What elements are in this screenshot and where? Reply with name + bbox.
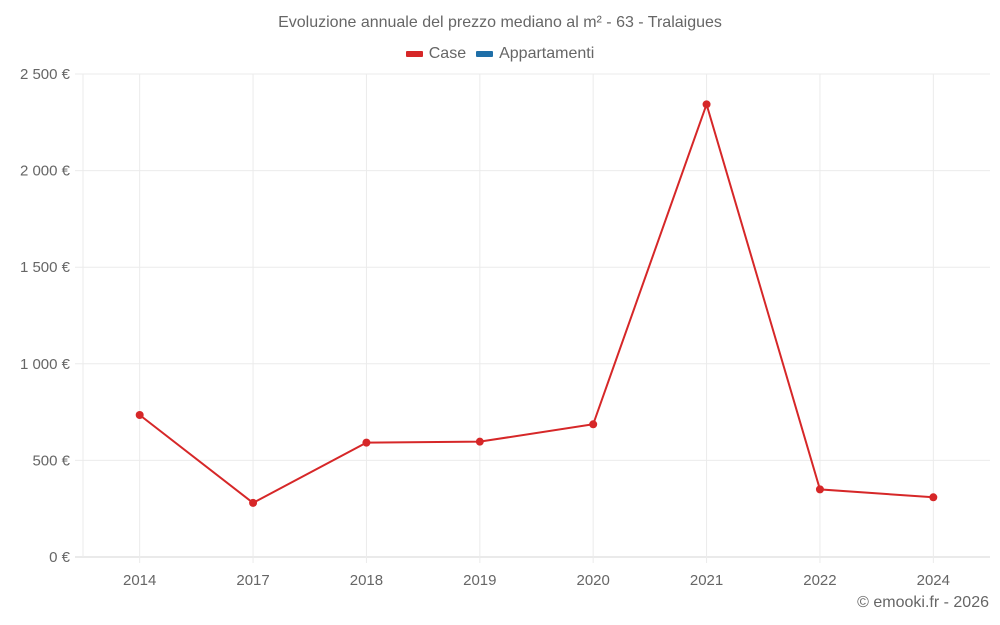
grid-lines (75, 73, 990, 563)
x-axis: 2014 2017 2018 2019 2020 2021 2022 2024 (123, 572, 950, 589)
series-case (135, 100, 938, 507)
data-point[interactable] (135, 410, 144, 419)
y-tick-label: 2 000 € (20, 163, 71, 180)
x-tick-label: 2021 (690, 572, 723, 589)
y-tick-label: 2 500 € (20, 66, 71, 83)
legend-label-appartamenti: Appartamenti (499, 45, 595, 62)
legend-item-appartamenti[interactable]: Appartamenti (476, 45, 594, 63)
data-point[interactable] (702, 100, 711, 109)
chart-title: Evoluzione annuale del prezzo mediano al… (278, 14, 722, 31)
data-point[interactable] (589, 420, 598, 429)
data-point[interactable] (929, 493, 938, 502)
y-tick-label: 1 000 € (20, 356, 71, 373)
y-tick-label: 1 500 € (20, 259, 71, 276)
legend-label-case: Case (428, 45, 467, 62)
chart-legend: Case Appartamenti (0, 45, 1000, 63)
x-tick-label: 2024 (917, 572, 950, 589)
x-tick-label: 2014 (123, 572, 156, 589)
series-line (139, 101, 934, 505)
data-point[interactable] (815, 485, 824, 494)
x-tick-label: 2022 (803, 572, 836, 589)
y-tick-label: 500 € (32, 452, 70, 469)
x-tick-label: 2020 (577, 572, 610, 589)
x-tick-label: 2018 (350, 572, 383, 589)
x-tick-label: 2019 (463, 572, 496, 589)
legend-swatch-case (405, 51, 423, 57)
y-tick-label: 0 € (49, 549, 71, 566)
copyright-footer: © emooki.fr - 2026 (857, 594, 989, 611)
x-tick-label: 2017 (236, 572, 269, 589)
y-axis: 0 € 500 € 1 000 € 1 500 € 2 000 € 2 500 € (20, 66, 71, 566)
legend-swatch-appartamenti (476, 51, 494, 57)
data-point[interactable] (475, 437, 484, 446)
legend-item-case[interactable]: Case (405, 45, 467, 63)
data-point[interactable] (362, 438, 371, 447)
data-point[interactable] (249, 498, 258, 507)
